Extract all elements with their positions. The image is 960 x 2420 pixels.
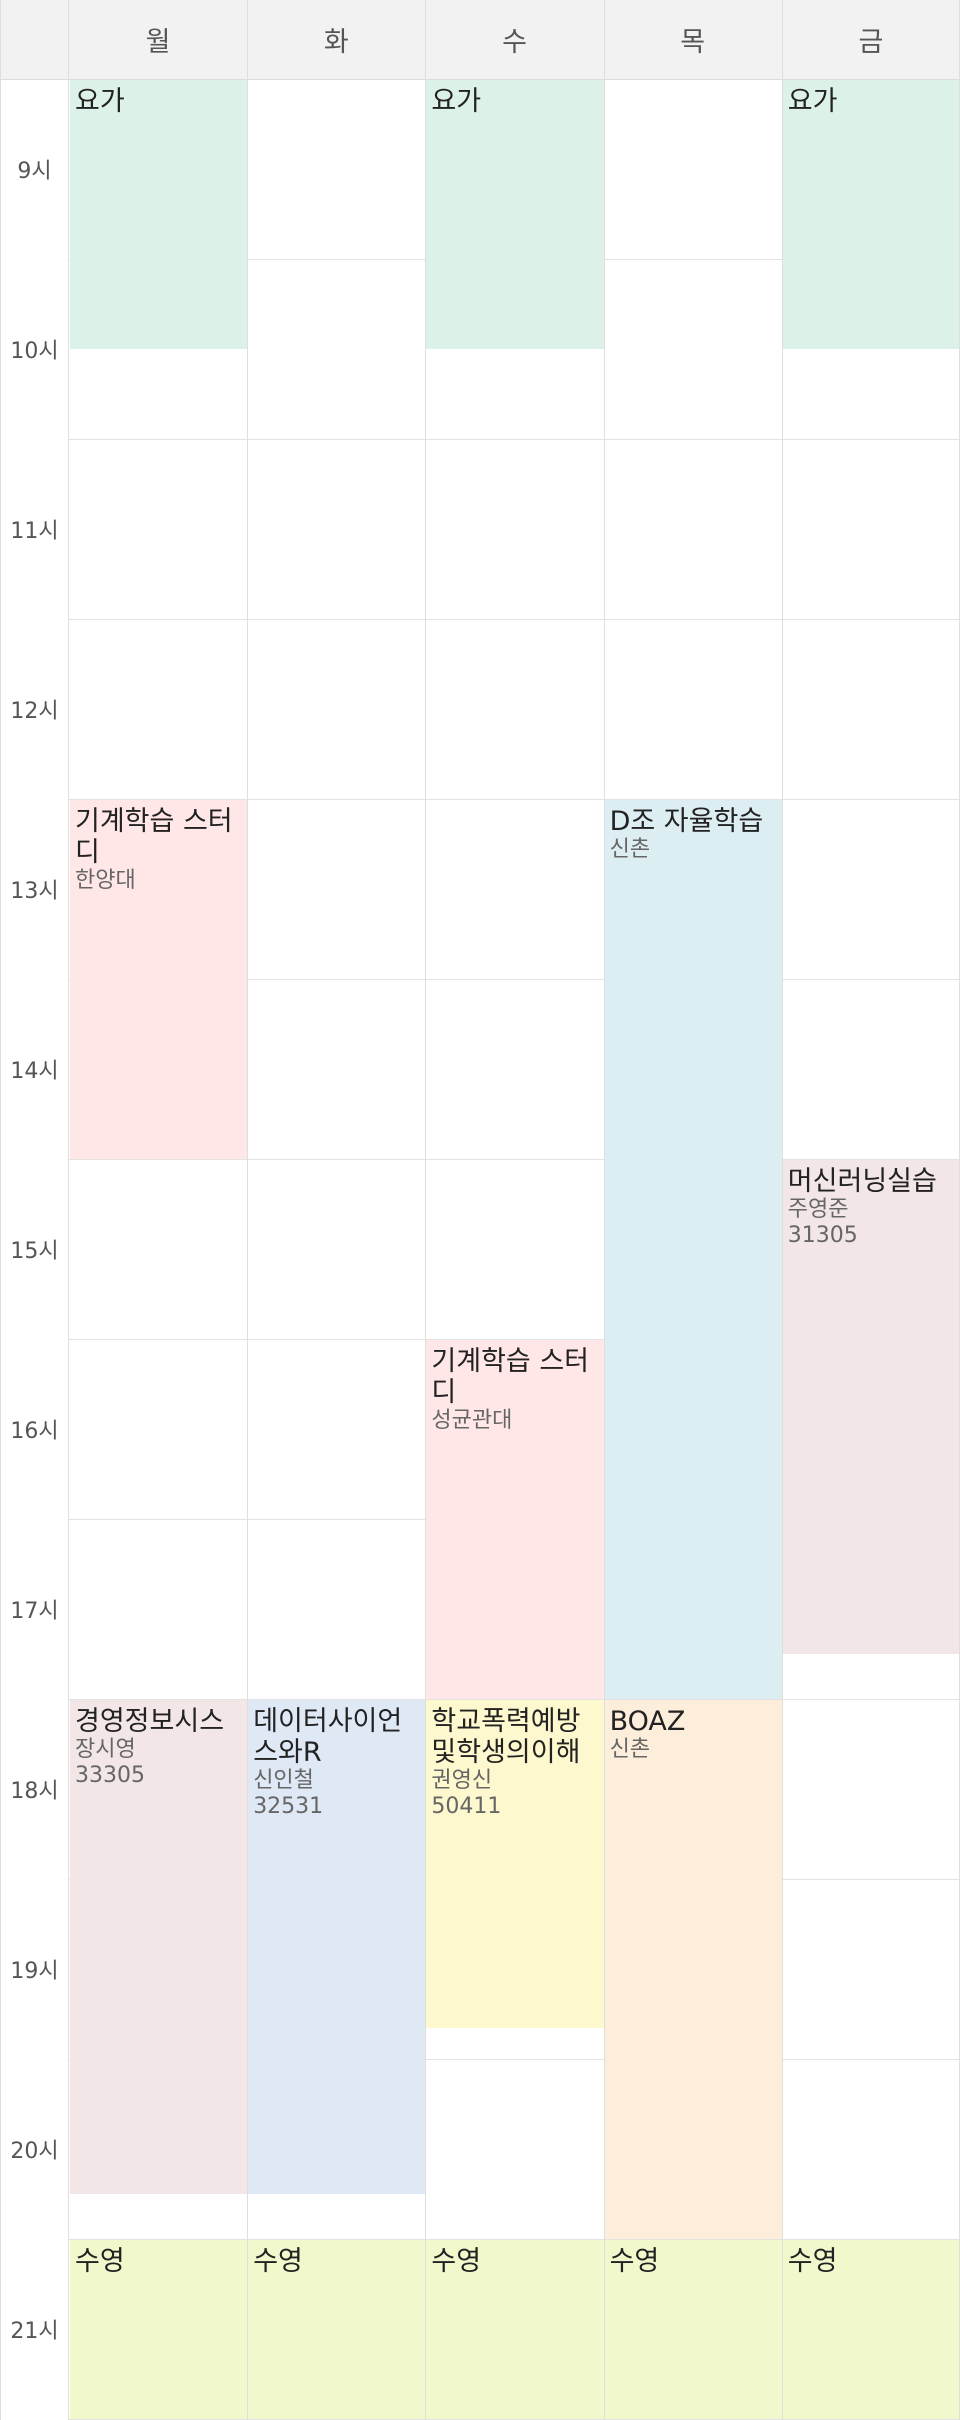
event-detail: 한양대	[75, 868, 136, 893]
event-detail: 주영준	[787, 1197, 849, 1222]
event-block[interactable]: 수영	[426, 2240, 604, 2419]
event-detail: 신촌	[609, 837, 651, 862]
event-title: 데이터사이언스와R	[253, 1706, 403, 1768]
event-block[interactable]: 머신러닝실습 주영준 31305	[782, 1160, 960, 1654]
event-block[interactable]: BOAZ 신촌	[604, 1700, 782, 2239]
event-detail: 32531	[253, 1794, 324, 1819]
event-detail: 성균관대	[431, 1408, 513, 1433]
event-block[interactable]: 수영	[782, 2240, 960, 2419]
hour-gridline	[69, 1339, 960, 1340]
hour-gridline	[69, 799, 960, 800]
event-detail: 장시영	[75, 1737, 136, 1762]
event-block[interactable]: 기계학습 스터디 한양대	[70, 800, 248, 1159]
time-label: 19시	[10, 1959, 59, 1984]
event-title: 수영	[787, 2246, 838, 2277]
column-gridline	[425, 0, 427, 2420]
hour-gridline	[69, 439, 960, 440]
event-block[interactable]: 요가	[426, 80, 604, 349]
event-title: D조 자율학습	[609, 806, 764, 837]
event-detail: 31305	[787, 1223, 858, 1248]
day-header-0: 월	[145, 27, 171, 58]
column-gridline	[247, 0, 249, 2420]
column-gridline	[781, 0, 783, 2420]
event-title: 수영	[431, 2246, 482, 2277]
event-detail: 50411	[431, 1794, 502, 1819]
event-block[interactable]: 요가	[70, 80, 248, 349]
event-block[interactable]: 수영	[70, 2240, 248, 2419]
event-title: 기계학습 스터디	[75, 806, 233, 868]
time-label: 14시	[10, 1059, 59, 1084]
event-title: 요가	[431, 86, 482, 117]
event-block[interactable]: 학교폭력예방및학생의이해 권영신 50411	[426, 1700, 604, 2029]
event-detail: 신인철	[253, 1768, 314, 1793]
event-detail: 33305	[75, 1763, 145, 1788]
event-title: 학교폭력예방및학생의이해	[431, 1706, 581, 1768]
hour-gridline	[69, 1159, 960, 1160]
day-header-4: 금	[858, 27, 884, 58]
event-block[interactable]: 수영	[248, 2240, 426, 2419]
time-label: 18시	[10, 1779, 59, 1804]
day-header-1: 화	[323, 27, 349, 58]
event-title: 머신러닝실습	[787, 1166, 937, 1197]
event-title: 요가	[787, 86, 838, 117]
hour-gridline	[69, 2059, 960, 2060]
day-header-row	[0, 0, 960, 80]
time-label: 11시	[10, 519, 59, 544]
hour-gridline	[69, 619, 960, 620]
left-border	[0, 0, 1, 2420]
time-label: 21시	[10, 2319, 59, 2344]
time-label: 10시	[10, 339, 59, 364]
time-label: 13시	[10, 879, 59, 904]
time-label: 15시	[10, 1239, 59, 1264]
event-block[interactable]: 데이터사이언스와R 신인철 32531	[248, 1700, 426, 2194]
day-header-3: 목	[680, 27, 706, 58]
event-title: 수영	[609, 2246, 660, 2277]
event-title: 수영	[75, 2246, 125, 2277]
event-title: 기계학습 스터디	[431, 1346, 590, 1408]
day-header-2: 수	[502, 27, 527, 58]
time-label: 17시	[10, 1599, 59, 1624]
header-corner	[0, 0, 69, 79]
event-block[interactable]: 기계학습 스터디 성균관대	[426, 1340, 604, 1699]
event-block[interactable]: 수영	[604, 2240, 782, 2419]
event-title: 요가	[75, 86, 125, 117]
event-block[interactable]: D조 자율학습 신촌	[604, 800, 782, 1699]
event-title: 수영	[253, 2246, 303, 2277]
column-gridline	[603, 0, 605, 2420]
event-block[interactable]: 경영정보시스 장시영 33305	[70, 1700, 248, 2194]
event-title: 경영정보시스	[75, 1706, 225, 1737]
event-detail: 권영신	[431, 1768, 493, 1793]
hour-gridline	[69, 1699, 960, 1700]
hour-gridline	[69, 2239, 960, 2240]
column-gridline	[68, 0, 69, 2420]
event-detail: 신촌	[609, 1737, 651, 1762]
event-block[interactable]: 요가	[782, 80, 960, 349]
event-title: BOAZ	[609, 1706, 686, 1737]
time-label: 12시	[10, 699, 59, 724]
hour-gridline	[69, 979, 960, 980]
time-label: 9시	[17, 159, 52, 184]
time-label: 20시	[10, 2139, 59, 2164]
time-label: 16시	[10, 1419, 59, 1444]
